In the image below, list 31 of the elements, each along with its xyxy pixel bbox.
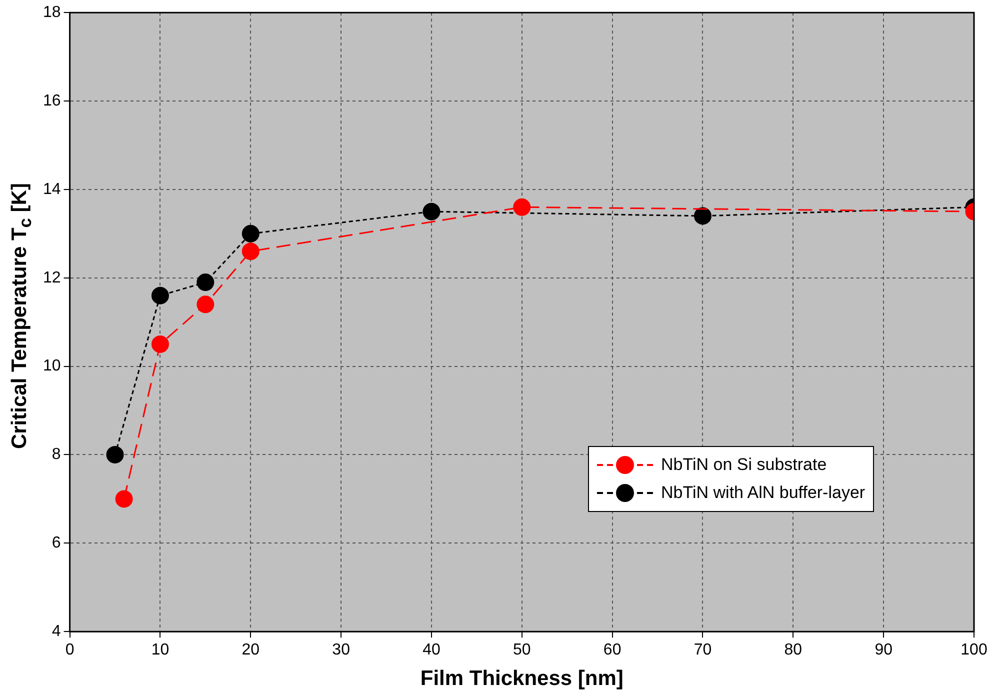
y-tick-label: 4 bbox=[52, 623, 61, 640]
y-tick-label: 6 bbox=[52, 534, 61, 552]
point bbox=[242, 242, 260, 260]
x-tick-label: 40 bbox=[422, 642, 440, 659]
point bbox=[151, 286, 169, 304]
point bbox=[151, 335, 169, 353]
x-tick-label: 90 bbox=[874, 642, 893, 659]
x-tick-label: 30 bbox=[332, 642, 350, 659]
y-tick-label: 18 bbox=[43, 4, 61, 22]
x-axis-title: Film Thickness [nm] bbox=[420, 667, 624, 690]
legend-label: NbTiN with AlN buffer-layer bbox=[661, 482, 866, 503]
x-tick-label: 70 bbox=[694, 642, 712, 659]
legend-label: NbTiN on Si substrate bbox=[661, 454, 827, 475]
point bbox=[106, 446, 124, 464]
y-tick-label: 16 bbox=[43, 92, 61, 110]
x-tick-label: 50 bbox=[513, 642, 531, 659]
y-tick-label: 14 bbox=[43, 180, 61, 198]
point bbox=[196, 296, 214, 314]
x-tick-label: 80 bbox=[784, 642, 802, 659]
x-tick-label: 60 bbox=[603, 642, 622, 659]
point bbox=[422, 202, 440, 220]
y-tick-label: 12 bbox=[43, 269, 61, 286]
x-tick-label: 10 bbox=[151, 642, 170, 659]
x-tick-label: 0 bbox=[65, 642, 74, 659]
y-tick-label: 10 bbox=[43, 358, 61, 375]
point bbox=[196, 274, 214, 292]
x-tick-label: 20 bbox=[242, 642, 260, 659]
y-tick-label: 8 bbox=[52, 446, 61, 464]
point bbox=[242, 224, 260, 242]
x-tick-label: 100 bbox=[960, 642, 988, 659]
point bbox=[115, 490, 133, 508]
